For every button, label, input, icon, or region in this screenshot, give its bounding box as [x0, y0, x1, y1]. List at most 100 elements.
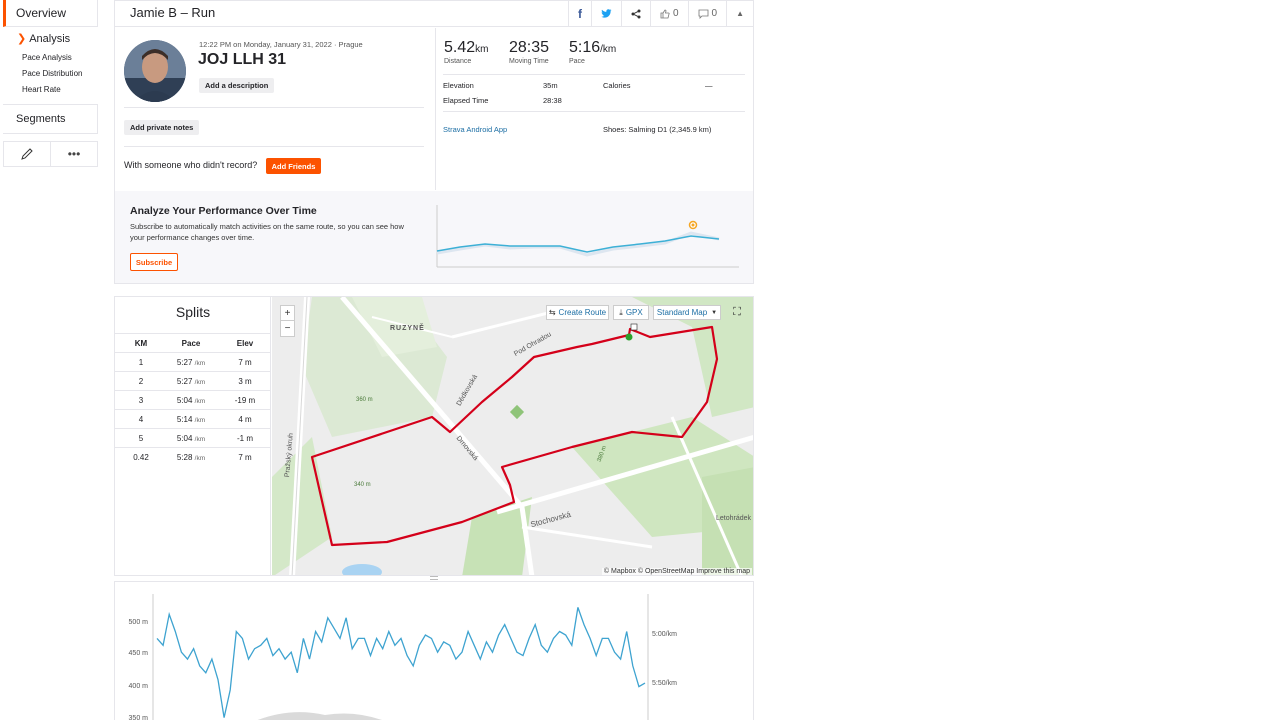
split-km: 5 [138, 434, 144, 443]
split-row: 5 5:04 /km -1 m [115, 428, 271, 447]
divider [124, 146, 424, 147]
nav-tools: ••• [3, 141, 98, 167]
stat-pace: 5:16/km Pace [569, 39, 616, 65]
calories-label: Calories [603, 81, 631, 90]
nav-segments[interactable]: Segments [3, 104, 98, 134]
edit-pencil-icon[interactable] [4, 142, 51, 166]
more-options-icon[interactable]: ••• [67, 147, 81, 161]
split-row: 2 5:27 /km 3 m [115, 371, 271, 390]
split-pace-value: 5:14 [176, 415, 193, 424]
facebook-share-icon[interactable]: f [567, 1, 591, 26]
twitter-share-icon[interactable] [590, 1, 621, 26]
kudos-count: 0 [672, 8, 679, 19]
split-pace: 5:04 /km [165, 434, 217, 443]
splits-header-row: KM Pace Elev [115, 333, 271, 352]
fullscreen-icon[interactable]: ⛶ [733, 306, 741, 318]
map-canvas [272, 297, 753, 575]
map-label-ruzyne: RUZYNĚ [390, 325, 425, 332]
gpx-label: GPX [625, 308, 643, 317]
activity-header-title: Jamie B – Run [130, 5, 216, 20]
distance-value: 5.42 [444, 39, 476, 56]
right-axis-tick: 5:00/km [652, 631, 677, 638]
performance-trend-chart [436, 205, 739, 268]
create-route-button[interactable]: ⇆ Create Route [546, 305, 609, 320]
split-km: 2 [138, 377, 144, 386]
left-axis-tick: 350 m [129, 715, 149, 720]
distance-label: Distance [444, 58, 472, 65]
analyze-performance-panel: Analyze Your Performance Over Time Subsc… [115, 191, 753, 283]
add-description-button[interactable]: Add a description [199, 78, 275, 93]
map-label-contour-340: 340 m [354, 482, 371, 488]
split-km: 4 [138, 415, 144, 424]
elevation-pace-chart[interactable]: 500 m 450 m 400 m 350 m 5:00/km 5:50/km [115, 582, 754, 720]
split-pace-unit: /km [194, 398, 206, 405]
shoes-info: Shoes: Salming D1 (2,345.9 km) [603, 125, 712, 134]
split-row: 1 5:27 /km 7 m [115, 352, 271, 371]
split-pace-unit: /km [194, 360, 206, 367]
activity-date: 12:22 PM on Monday, January 31, 2022 · P… [199, 40, 363, 49]
activity-name: JOJ LLH 31 [198, 51, 287, 68]
download-icon: ⤓ [619, 307, 623, 317]
chevron-right-icon: ❯ [17, 33, 27, 45]
split-pace-unit: /km [194, 455, 206, 462]
activity-header-bar: Jamie B – Run f 0 0 ▲ [115, 1, 753, 27]
elapsed-time-value: 28:38 [543, 96, 562, 105]
stat-moving-time: 28:35 Moving Time [509, 39, 549, 65]
nav-pace-analysis[interactable]: Pace Analysis [22, 53, 72, 62]
pace-series-line [156, 607, 646, 718]
moving-time-value: 28:35 [509, 39, 550, 56]
gpx-download-button[interactable]: ⤓ GPX [613, 305, 649, 320]
split-pace: 5:14 /km [165, 415, 217, 424]
left-axis-tick: 450 m [129, 650, 149, 657]
split-row: 3 5:04 /km -19 m [115, 390, 271, 409]
split-km: 1 [138, 358, 144, 367]
analyze-title: Analyze Your Performance Over Time [130, 205, 317, 217]
split-pace-value: 5:04 [176, 396, 193, 405]
analyze-description: Subscribe to automatically match activit… [130, 222, 404, 242]
map-style-select[interactable]: Standard Map ▼ [653, 305, 721, 320]
elevation-value: 35m [543, 81, 558, 90]
add-friends-button[interactable]: Add Friends [266, 158, 321, 174]
collapse-chevron-icon[interactable]: ▲ [726, 1, 753, 26]
split-pace-value: 5:27 [176, 358, 193, 367]
subscribe-button[interactable]: Subscribe [130, 253, 178, 271]
nav-pace-distribution[interactable]: Pace Distribution [22, 69, 83, 78]
share-icon[interactable] [620, 1, 650, 26]
nav-analysis-label: Analysis [29, 32, 71, 45]
moving-time-label: Moving Time [509, 58, 549, 65]
split-pace-value: 5:27 [176, 377, 193, 386]
zoom-in-button[interactable]: + [281, 306, 294, 321]
activity-summary-card: Jamie B – Run f 0 0 ▲ [114, 0, 754, 284]
nav-analysis[interactable]: ❯ Analysis [17, 32, 71, 46]
add-private-notes-button[interactable]: Add private notes [124, 120, 200, 135]
comment-icon [698, 9, 708, 19]
sidebar: Overview ❯ Analysis Pace Analysis Pace D… [3, 0, 98, 170]
with-someone-text: With someone who didn't record? [124, 160, 258, 170]
nav-heart-rate[interactable]: Heart Rate [22, 85, 61, 94]
split-elev: -1 m [237, 434, 253, 443]
nav-overview[interactable]: Overview [3, 0, 98, 27]
kudos-button[interactable]: 0 [649, 1, 688, 26]
stat-distance: 5.42km Distance [444, 39, 488, 65]
athlete-avatar[interactable] [124, 40, 186, 102]
split-elev: -19 m [234, 396, 256, 405]
split-row: 4 5:14 /km 4 m [115, 409, 271, 428]
device-link[interactable]: Strava Android App [443, 125, 508, 134]
calories-value: — [705, 81, 713, 90]
elevation-pace-chart-card: 500 m 450 m 400 m 350 m 5:00/km 5:50/km [114, 581, 754, 720]
resize-handle[interactable] [430, 576, 438, 580]
comments-button[interactable]: 0 [687, 1, 727, 26]
divider [443, 111, 745, 112]
split-pace-value: 5:28 [176, 453, 193, 462]
splits-header-pace: Pace [181, 339, 201, 348]
pace-value: 5:16 [569, 39, 601, 56]
elevation-area [257, 712, 383, 720]
split-elev: 4 m [238, 415, 252, 424]
zoom-out-button[interactable]: − [284, 323, 291, 334]
route-map[interactable]: RUZYNĚ Pražský okruh Stochovská Drnovská… [272, 297, 753, 575]
split-km: 0.42 [133, 453, 149, 462]
split-pace-unit: /km [194, 436, 206, 443]
splits-title: Splits [175, 304, 211, 320]
map-attribution[interactable]: © Mapbox © OpenStreetMap Improve this ma… [601, 568, 752, 575]
split-elev: 7 m [238, 358, 252, 367]
